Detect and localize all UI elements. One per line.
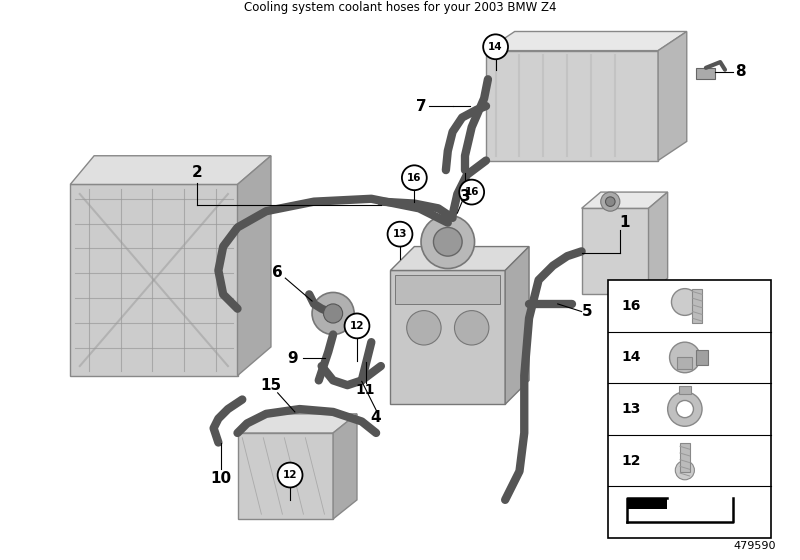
Polygon shape [70, 156, 271, 184]
Text: 8: 8 [735, 64, 746, 79]
Circle shape [670, 342, 700, 373]
Polygon shape [70, 184, 238, 376]
Polygon shape [238, 414, 357, 433]
Text: 7: 7 [416, 99, 426, 114]
Circle shape [668, 392, 702, 426]
Text: 13: 13 [393, 229, 407, 239]
Text: 10: 10 [210, 472, 232, 486]
Polygon shape [649, 192, 668, 295]
Polygon shape [696, 68, 715, 80]
Polygon shape [582, 192, 668, 208]
Polygon shape [486, 50, 658, 161]
Circle shape [454, 311, 489, 345]
Circle shape [671, 288, 698, 315]
Text: 2: 2 [192, 165, 202, 180]
Polygon shape [333, 414, 357, 519]
Circle shape [278, 463, 302, 487]
Text: 14: 14 [622, 351, 642, 365]
Circle shape [402, 165, 426, 190]
Circle shape [345, 314, 370, 338]
Circle shape [676, 400, 694, 418]
Circle shape [459, 180, 484, 204]
Circle shape [601, 192, 620, 211]
Polygon shape [658, 31, 686, 161]
Circle shape [387, 222, 413, 246]
Text: 4: 4 [370, 410, 382, 425]
Circle shape [483, 34, 508, 59]
Bar [608, 280, 771, 538]
Circle shape [434, 227, 462, 256]
Bar [678, 357, 693, 369]
Bar [680, 444, 690, 472]
Polygon shape [505, 246, 529, 404]
Bar [693, 288, 702, 323]
Text: 3: 3 [460, 189, 470, 204]
Text: 5: 5 [582, 304, 593, 319]
Polygon shape [238, 433, 333, 519]
Polygon shape [390, 246, 529, 270]
Circle shape [323, 304, 342, 323]
Circle shape [606, 197, 615, 207]
Text: 12: 12 [283, 470, 298, 480]
Circle shape [421, 215, 474, 269]
Polygon shape [582, 208, 649, 295]
Circle shape [312, 292, 354, 334]
Bar [395, 276, 500, 304]
Bar [696, 350, 708, 365]
Text: 1: 1 [619, 215, 630, 230]
Text: 16: 16 [465, 187, 479, 197]
Text: 12: 12 [622, 454, 642, 468]
Text: 16: 16 [622, 299, 641, 313]
Polygon shape [238, 156, 271, 376]
Circle shape [406, 311, 441, 345]
Polygon shape [390, 270, 505, 404]
Text: 9: 9 [288, 351, 298, 366]
Text: 12: 12 [350, 321, 364, 331]
Text: 15: 15 [260, 377, 282, 393]
Bar [627, 498, 667, 508]
Text: 14: 14 [488, 42, 503, 52]
Circle shape [675, 461, 694, 480]
Polygon shape [486, 31, 686, 50]
Bar [679, 386, 690, 394]
Text: 11: 11 [356, 383, 375, 397]
Text: 13: 13 [622, 402, 641, 416]
Text: 6: 6 [272, 265, 283, 280]
Text: 479590: 479590 [733, 540, 776, 550]
Text: 16: 16 [407, 172, 422, 183]
Text: Cooling system coolant hoses for your 2003 BMW Z4: Cooling system coolant hoses for your 20… [244, 1, 556, 15]
